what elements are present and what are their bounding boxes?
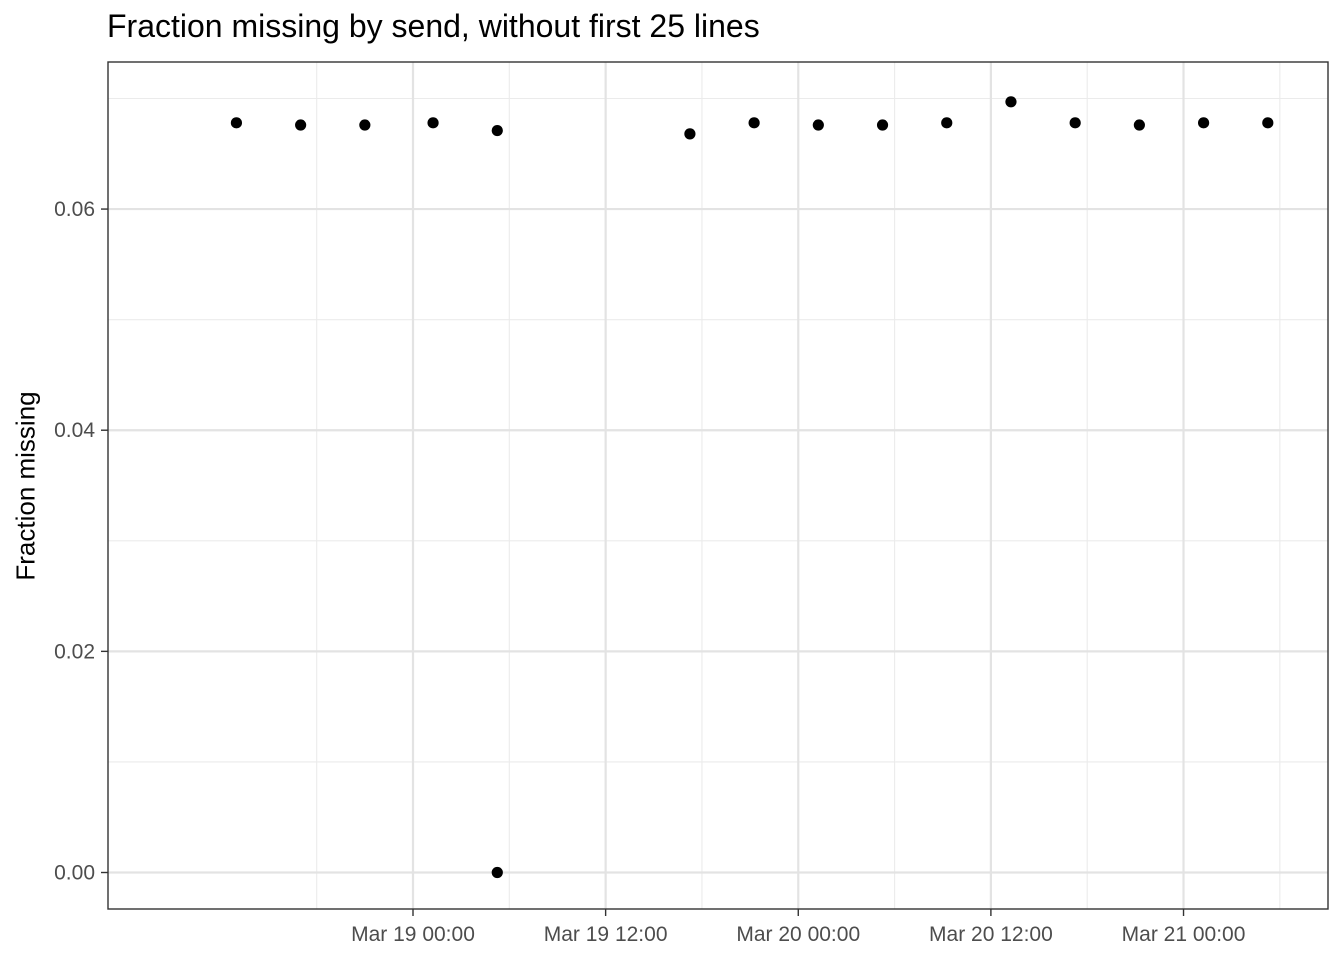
data-point: [1197, 117, 1210, 129]
data-point: [295, 119, 307, 131]
data-point: [230, 117, 243, 129]
data-point: [359, 119, 371, 131]
x-tick-label: Mar 21 00:00: [1122, 923, 1246, 946]
chart-title: Fraction missing by send, without first …: [107, 8, 760, 44]
data-point: [812, 119, 824, 131]
data-point: [1069, 117, 1081, 129]
y-tick-label: 0.02: [54, 640, 95, 663]
data-point: [684, 128, 696, 140]
data-point: [1133, 119, 1145, 131]
x-tick-label: Mar 20 12:00: [929, 923, 1053, 946]
x-tick-label: Mar 19 12:00: [544, 923, 668, 946]
data-point: [491, 124, 503, 137]
data-point: [427, 117, 439, 129]
y-tick-label: 0.06: [54, 198, 95, 221]
plot-panel-background: [108, 62, 1328, 909]
x-tick-label: Mar 20 00:00: [736, 923, 860, 946]
plot-panel-border: [107, 61, 1329, 910]
data-point: [491, 866, 503, 879]
data-point: [748, 117, 760, 129]
y-tick-label: 0.00: [54, 862, 95, 885]
data-point: [1262, 117, 1274, 129]
y-tick-label: 0.04: [54, 419, 95, 442]
x-tick-label: Mar 19 00:00: [351, 923, 475, 946]
data-point: [941, 117, 953, 129]
data-point: [1005, 96, 1017, 108]
data-point: [876, 119, 889, 131]
